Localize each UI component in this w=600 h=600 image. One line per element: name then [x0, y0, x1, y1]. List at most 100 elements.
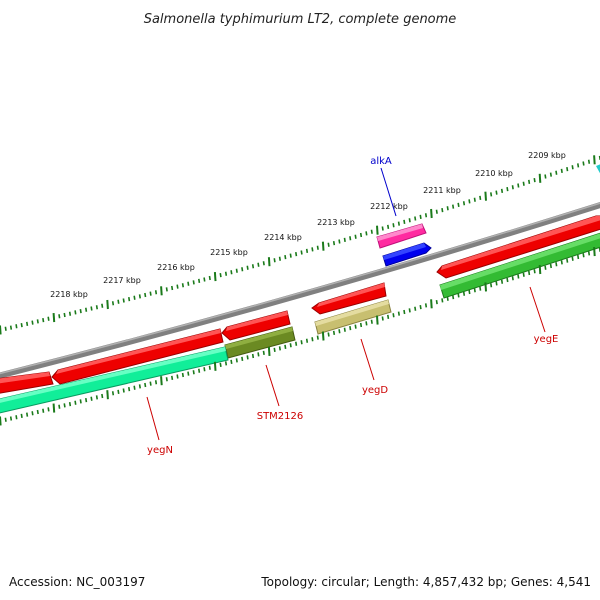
outer-ruler-minor-tick: [300, 250, 303, 255]
inner-ruler-minor-tick: [203, 367, 206, 372]
yegE-label[interactable]: yegE: [534, 334, 559, 345]
inner-ruler-minor-tick: [392, 313, 395, 318]
outer-ruler-minor-tick: [359, 232, 363, 238]
inner-ruler-minor-tick: [101, 393, 104, 399]
outer-ruler-minor-tick: [311, 247, 314, 252]
outer-ruler-minor-tick: [517, 183, 520, 188]
alkA-label[interactable]: alkA: [370, 156, 392, 167]
outer-ruler-minor-tick: [144, 292, 147, 298]
inner-ruler-minor-tick: [349, 325, 352, 331]
ruler-label-2209: 2209 kbp: [528, 151, 566, 160]
inner-ruler-minor-tick: [198, 368, 201, 373]
outer-ruler-minor-tick: [457, 202, 460, 208]
inner-ruler-major-tick: [106, 390, 109, 400]
inner-ruler-minor-tick: [58, 404, 61, 409]
outer-ruler-minor-tick: [566, 166, 569, 172]
genome-summary-text: Topology: circular; Length: 4,857,432 bp…: [260, 575, 591, 589]
inner-ruler-minor-tick: [230, 359, 233, 365]
outer-ruler-minor-tick: [316, 245, 319, 250]
inner-ruler-minor-tick: [500, 279, 504, 284]
outer-ruler-minor-tick: [549, 172, 552, 177]
inner-ruler-minor-tick: [224, 361, 228, 366]
outer-ruler-major-tick: [160, 286, 163, 296]
outer-ruler-major-tick: [430, 208, 433, 219]
outer-ruler-major-tick: [267, 257, 271, 267]
inner-ruler-minor-tick: [359, 322, 363, 328]
ruler-label-2215: 2215 kbp: [210, 248, 248, 257]
outer-ruler-minor-tick: [452, 204, 455, 209]
inner-ruler-minor-tick: [300, 340, 303, 345]
inner-ruler-minor-tick: [522, 272, 525, 277]
inner-ruler-minor-tick: [192, 370, 195, 375]
outer-ruler-minor-tick: [47, 316, 50, 321]
inner-ruler-minor-tick: [397, 311, 400, 316]
outer-ruler-minor-tick: [571, 165, 574, 170]
outer-ruler-minor-tick: [42, 317, 45, 323]
yegN-cds-highlight: [56, 329, 221, 374]
yegE-leader-line: [529, 286, 546, 333]
outer-ruler-minor-tick: [224, 271, 228, 276]
ruler-label-2217: 2217 kbp: [103, 276, 141, 285]
ruler-label-2210: 2210 kbp: [475, 169, 513, 178]
inner-ruler-minor-tick: [577, 254, 580, 260]
outer-ruler-minor-tick: [338, 239, 341, 244]
outer-ruler-minor-tick: [533, 177, 536, 183]
inner-ruler-minor-tick: [63, 403, 66, 408]
outer-ruler-minor-tick: [403, 219, 406, 225]
inner-ruler-minor-tick: [278, 346, 281, 351]
outer-ruler-minor-tick: [68, 311, 72, 316]
inner-ruler-minor-tick: [414, 306, 417, 311]
inner-ruler-minor-tick: [133, 385, 136, 390]
inner-ruler-minor-tick: [165, 377, 168, 382]
inner-ruler-minor-tick: [490, 283, 493, 288]
inner-ruler-minor-tick: [457, 293, 460, 298]
outer-ruler-minor-tick: [133, 295, 136, 300]
inner-ruler-minor-tick: [95, 395, 98, 400]
genome-backbone: [0, 202, 600, 379]
STM2126-label[interactable]: STM2126: [257, 411, 304, 422]
inner-ruler-minor-tick: [74, 400, 77, 405]
ruler-label-2213: 2213 kbp: [317, 218, 355, 227]
yegD-label[interactable]: yegD: [362, 385, 388, 396]
outer-ruler-minor-tick: [577, 163, 580, 168]
inner-ruler-minor-tick: [117, 389, 120, 395]
ruler-label-2216: 2216 kbp: [157, 263, 195, 272]
outer-ruler-minor-tick: [176, 284, 179, 289]
inner-ruler-minor-tick: [544, 265, 547, 270]
inner-ruler-major-tick: [593, 247, 596, 257]
inner-ruler-major-tick: [376, 315, 379, 325]
inner-ruler-minor-tick: [122, 388, 125, 393]
outer-ruler-minor-tick: [354, 234, 357, 239]
outer-ruler-minor-tick: [181, 283, 184, 288]
outer-ruler-minor-tick: [171, 285, 174, 291]
yegE-bar-highlight: [440, 233, 600, 290]
inner-ruler-minor-tick: [154, 380, 158, 385]
outer-ruler-major-tick: [52, 313, 56, 323]
outer-ruler-minor-tick: [198, 278, 201, 284]
outer-ruler-minor-tick: [555, 170, 558, 175]
inner-ruler-minor-tick: [473, 288, 476, 293]
outer-ruler-minor-tick: [462, 201, 466, 206]
outer-ruler-minor-tick: [343, 237, 346, 243]
inner-ruler-minor-tick: [15, 415, 18, 420]
outer-ruler-minor-tick: [230, 270, 233, 275]
inner-ruler-minor-tick: [79, 399, 82, 404]
inner-ruler-minor-tick: [549, 263, 552, 269]
edge-feature[interactable]: [596, 164, 600, 175]
ruler-label-2218: 2218 kbp: [50, 290, 88, 299]
yegN-label[interactable]: yegN: [147, 445, 173, 456]
outer-ruler-minor-tick: [4, 326, 7, 331]
inner-ruler-minor-tick: [587, 251, 591, 256]
inner-ruler-ticks: [0, 247, 600, 426]
inner-ruler-minor-tick: [387, 314, 390, 320]
inner-ruler-minor-tick: [533, 269, 536, 274]
outer-ruler-minor-tick: [500, 188, 504, 194]
outer-ruler-minor-tick: [511, 185, 514, 190]
outer-ruler-minor-tick: [187, 281, 190, 286]
outer-ruler-minor-tick: [117, 299, 120, 304]
inner-ruler-minor-tick: [138, 384, 141, 389]
outer-ruler-minor-tick: [235, 268, 238, 273]
outer-ruler-minor-tick: [262, 261, 265, 266]
outer-ruler-minor-tick: [203, 277, 206, 282]
outer-ruler-minor-tick: [473, 197, 476, 202]
